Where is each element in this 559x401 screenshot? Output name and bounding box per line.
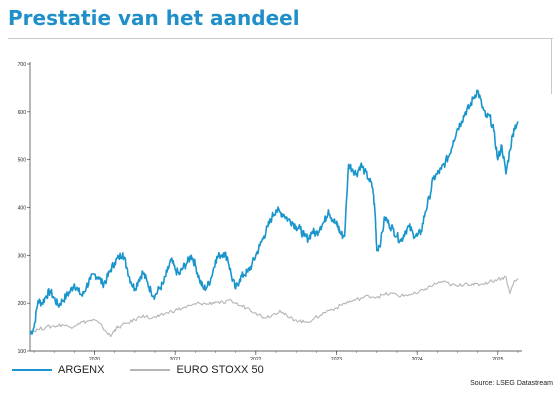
y-tick-label: 400 [18,206,27,212]
legend-label-eurostoxx: EURO STOXX 50 [176,364,264,376]
y-tick-label: 600 [18,110,27,116]
legend-swatch-eurostoxx [130,369,171,371]
series-line-eurostoxx [29,275,519,338]
x-tick-label: 2020 [89,357,100,360]
legend-item-argenx: ARGENX [12,364,104,376]
y-tick-label: 300 [18,253,27,259]
y-tick-label: 500 [18,158,27,164]
x-tick-label: 2023 [331,357,342,360]
y-tick-label: 200 [18,301,27,307]
x-tick-label: 2025 [492,357,503,360]
source-note: Source: LSEG Datastream [470,380,553,387]
legend-item-eurostoxx: EURO STOXX 50 [130,364,264,376]
series-line-argenx [29,89,519,335]
page-title: Prestatie van het aandeel [8,6,300,30]
legend-label-argenx: ARGENX [58,364,105,376]
chart-axes: 100 200 300 400 500 600 700 2020 2021 2022 2023 202… [18,62,522,360]
right-border [551,38,552,94]
chart-series [29,89,519,338]
x-tick-label: 2021 [170,357,181,360]
x-tick-label: 2022 [250,357,261,360]
title-divider [8,38,553,39]
chart-legend: ARGENX EURO STOXX 50 [12,360,290,380]
y-tick-label: 700 [18,62,27,68]
x-tick-label: 2024 [412,357,423,360]
performance-line-chart: 100 200 300 400 500 600 700 2020 2021 2022 2023 202… [18,62,522,360]
y-tick-label: 100 [18,349,27,355]
legend-swatch-argenx [12,369,52,371]
